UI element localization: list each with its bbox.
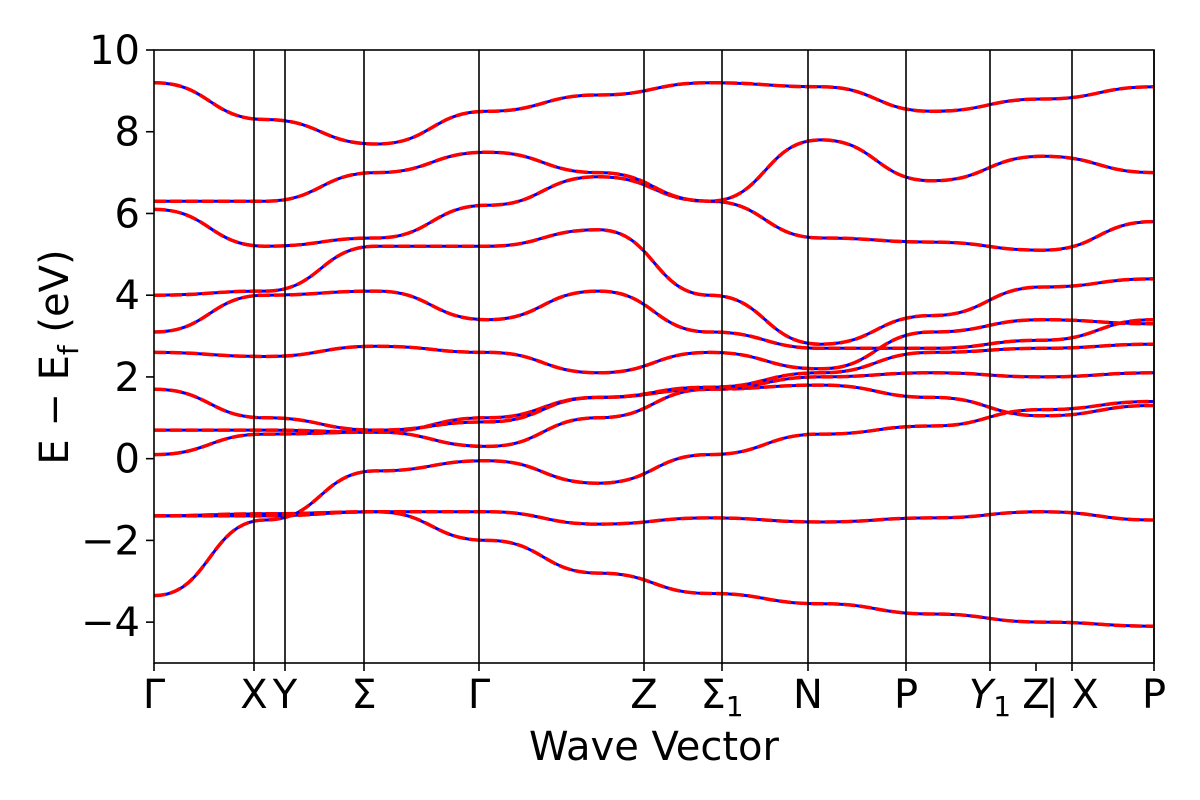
band-10-series-1 [154,138,1154,203]
band-2-series-1 [154,399,1154,598]
x-tick-label: Σ [351,672,376,718]
x-tick-label: N [793,672,823,718]
band-7-series-1 [154,289,1154,351]
x-tick-label: Y1 [969,672,1011,723]
band-11-series-0 [154,81,1154,146]
x-tick-label: P [1142,672,1166,718]
x-tick-label: Σ1 [700,672,743,723]
x-tick-label: | X [1045,672,1099,718]
band-6-series-1 [154,317,1154,375]
y-tick-label: −4 [81,600,140,646]
y-tick-label: 6 [115,191,140,237]
y-tick-label: −2 [81,518,140,564]
y-axis-label: E − Ef (eV) [32,249,85,464]
band-5-series-1 [154,342,1154,432]
band-0-series-1 [154,510,1154,628]
band-7-series-0 [154,289,1154,350]
x-tick-label: Γ [143,672,166,718]
x-tick-label: Z [630,672,657,718]
y-tick-label: 8 [115,110,140,156]
band-11-series-1 [154,80,1154,146]
y-axis-ticks: −4 −2 0 2 4 6 8 10 [81,28,154,646]
band-6-series-0 [154,318,1154,375]
y-tick-label: 10 [89,28,140,74]
x-tick-label: Y [272,672,298,718]
band-10-series-0 [154,138,1154,203]
plot-area [154,80,1154,628]
band-0-series-0 [154,510,1154,628]
x-axis-label: Wave Vector [529,724,780,770]
band-5-series-0 [154,342,1154,432]
y-tick-label: 4 [115,273,140,319]
band-1-series-1 [154,510,1154,526]
x-tick-label: P [894,672,918,718]
y-tick-label: 0 [115,437,140,483]
high-symmetry-lines [253,50,1155,663]
x-tick-label: Z [1022,672,1049,718]
x-tick-label: Γ [468,672,491,718]
band-9-series-1 [154,174,1154,252]
y-tick-label: 2 [115,355,140,401]
x-tick-label: X [240,672,267,718]
plot-frame [153,49,1155,664]
band-8-series-1 [154,228,1154,346]
